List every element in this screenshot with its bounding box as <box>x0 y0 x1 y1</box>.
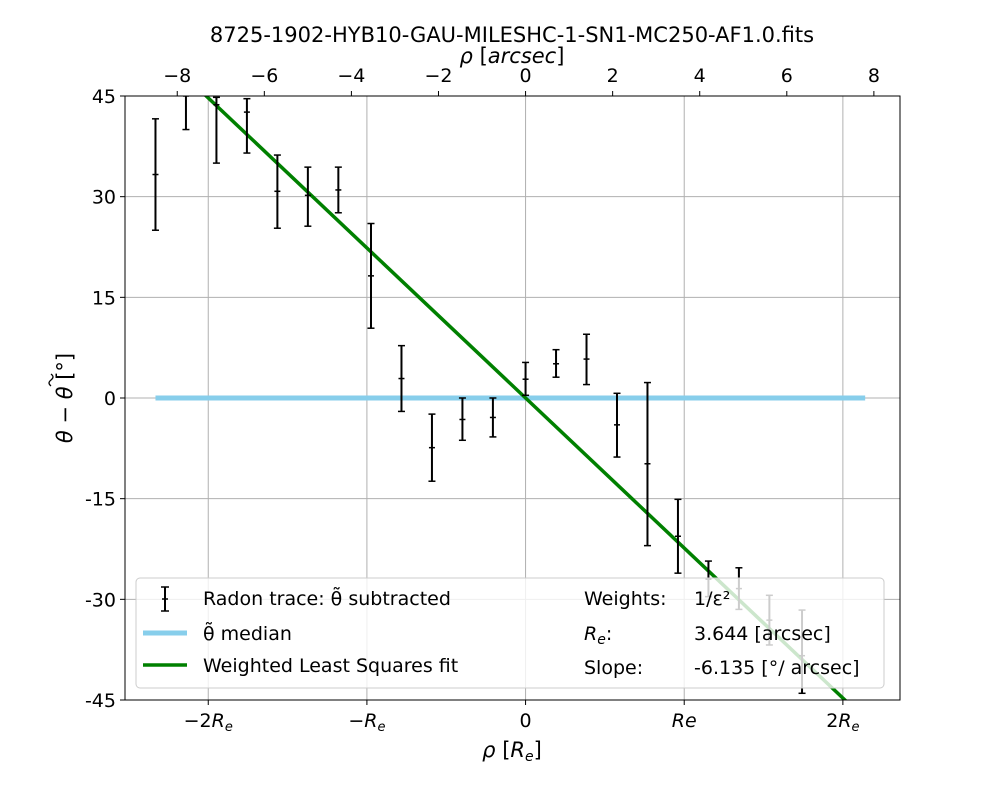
x-tick-base: R <box>838 710 851 732</box>
x-axis-bottom-label: ρ [Re] <box>482 738 542 765</box>
y-tick-label: 15 <box>92 287 116 309</box>
errorbar-point <box>334 166 342 214</box>
errorbar-point <box>489 397 497 438</box>
legend-label-fit: Weighted Least Squares fit <box>203 655 458 677</box>
errorbar-point <box>273 154 281 229</box>
legend-box <box>135 577 885 689</box>
errorbar-point <box>182 96 190 131</box>
errorbar-point <box>674 498 682 574</box>
errorbar-point <box>613 392 621 458</box>
x-top-tick-label: −4 <box>337 65 365 87</box>
y-axis-ticks: 45 30 15 0 -15 -30 -45 <box>85 86 125 712</box>
x-tick-sign: 2 <box>826 710 838 732</box>
errorbar-point <box>367 222 375 329</box>
errorbar-point <box>428 413 436 482</box>
x-tick-base: Re <box>672 710 697 732</box>
errorbar-point <box>522 361 530 397</box>
errorbar-point <box>151 118 159 231</box>
x-axis-bottom-ticks: −2Re −Re 0 Re 2Re <box>184 700 860 735</box>
y-tick-label: -15 <box>85 489 116 511</box>
y-tick-label: -45 <box>85 690 116 712</box>
annotation-weights-value: 1/ε² <box>694 588 730 610</box>
x-top-tick-label: 0 <box>520 65 532 87</box>
x-tick-sub: e <box>225 720 233 735</box>
errorbar-point <box>552 348 560 378</box>
x-tick-label: 0 <box>520 710 532 732</box>
annotation-weights-label: Weights: <box>584 588 667 610</box>
legend-label-median: θ̃ median <box>203 620 292 645</box>
x-axis-top-label: ρ [arcsec] <box>460 44 565 68</box>
x-tick-label: −2Re <box>184 710 233 735</box>
x-top-tick-label: −2 <box>424 65 452 87</box>
legend: Radon trace: θ̃ subtracted θ̃ median Wei… <box>135 577 885 689</box>
errorbar-point <box>212 96 220 164</box>
x-top-tick-label: 8 <box>868 65 880 87</box>
x-top-tick-label: 4 <box>694 65 706 87</box>
x-tick-sign: − <box>348 710 364 732</box>
annotation-re-value: 3.644 [arcsec] <box>694 623 831 645</box>
x-top-tick-label: −8 <box>163 65 191 87</box>
errorbar-point <box>397 344 405 413</box>
annotation-slope-value: -6.135 [°/ arcsec] <box>694 657 860 679</box>
errorbar-point <box>458 397 466 442</box>
y-tick-label: 0 <box>104 388 116 410</box>
x-tick-label: −Re <box>348 710 385 735</box>
y-axis-label: θ − θ [°] <box>48 353 77 443</box>
x-tick-label: Re <box>672 710 697 732</box>
errorbar-point <box>304 166 312 227</box>
x-tick-base: R <box>364 710 377 732</box>
tilde-mark <box>48 373 54 387</box>
x-tick-sub: e <box>377 720 385 735</box>
legend-errorbar-marker <box>161 586 169 612</box>
x-top-tick-label: 2 <box>607 65 619 87</box>
x-tick-sub: e <box>852 720 860 735</box>
x-tick-base: R <box>212 710 225 732</box>
x-top-tick-label: 6 <box>781 65 793 87</box>
annotation-re-label: Re: <box>584 623 612 648</box>
y-tick-label: 30 <box>92 187 116 209</box>
x-top-tick-label: −6 <box>250 65 278 87</box>
x-axis-top-ticks: −8 −6 −4 −2 0 2 4 6 8 <box>163 65 880 96</box>
errorbar-point <box>583 333 591 386</box>
svg-text:θ − θ [°]: θ − θ [°] <box>53 353 77 443</box>
chart-title: 8725-1902-HYB10-GAU-MILESHC-1-SN1-MC250-… <box>210 23 814 47</box>
y-tick-label: 45 <box>92 86 116 108</box>
annotation-slope-label: Slope: <box>584 657 643 679</box>
y-tick-label: -30 <box>85 589 116 611</box>
legend-label-radon: Radon trace: θ̃ subtracted <box>203 585 451 610</box>
x-tick-sign: −2 <box>184 710 212 732</box>
x-tick-label: 2Re <box>826 710 859 735</box>
errorbar-point <box>643 381 651 547</box>
errorbar-point <box>243 97 251 154</box>
